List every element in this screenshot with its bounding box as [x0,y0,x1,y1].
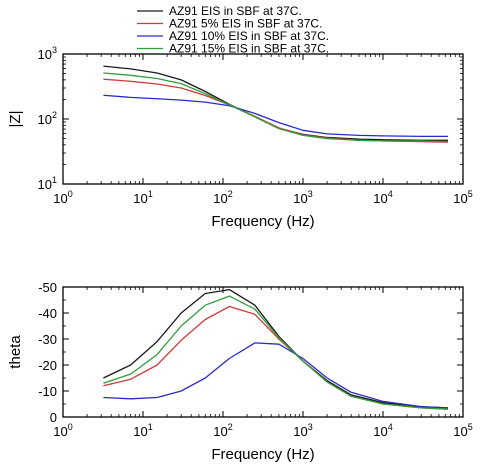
x-tick-label: 100 [53,422,72,439]
x-tick-label: 101 [133,189,152,206]
y-tick-label: 102 [38,110,57,127]
series-line-4 [103,72,449,143]
series-line-3 [103,94,449,138]
legend-label-2: AZ91 5% EIS in SBF at 37C. [169,17,322,31]
x-tick-label: 100 [53,189,72,206]
plot-frame [62,286,464,418]
y-tick-label: -10 [38,384,57,399]
series-line-1 [103,288,449,409]
x-tick-label: 103 [293,422,312,439]
x-tick-label: 101 [133,422,152,439]
x-tick-label: 102 [213,422,232,439]
y-tick-label: -40 [38,306,57,321]
legend: AZ91 EIS in SBF at 37C.AZ91 5% EIS in SB… [137,4,329,56]
phase-angle-chart: 100 101 102 103 104 105 0 -10 -20 -30 -40 -50 Freque… [7,280,473,463]
legend-label-1: AZ91 EIS in SBF at 37C. [169,4,302,18]
series-line-3 [103,342,449,409]
y-tick-label: 101 [38,175,57,192]
legend-label-4: AZ91 15% EIS in SBF at 37C. [169,42,329,56]
series-line-4 [103,295,449,410]
y-tick-label: -50 [38,280,57,295]
y-tick-label: -30 [38,332,57,347]
x-axis-title: Frequency (Hz) [211,446,314,463]
x-tick-label: 105 [453,189,472,206]
y-tick-label: 0 [50,410,57,425]
y-tick-label: -20 [38,358,57,373]
y-tick-label: 103 [38,45,57,62]
y-axis-title: theta [7,335,24,369]
series-line-2 [103,78,449,143]
x-axis-title: Frequency (Hz) [211,213,314,230]
x-tick-label: 105 [453,422,472,439]
plot-frame [62,53,464,185]
x-tick-label: 103 [293,189,312,206]
legend-label-3: AZ91 10% EIS in SBF at 37C. [169,29,329,43]
series-line-1 [103,65,449,141]
x-tick-label: 104 [373,422,392,439]
y-axis-title: |Z| [7,111,24,128]
x-tick-label: 104 [373,189,392,206]
series-line-2 [103,305,449,410]
x-tick-label: 102 [213,189,232,206]
